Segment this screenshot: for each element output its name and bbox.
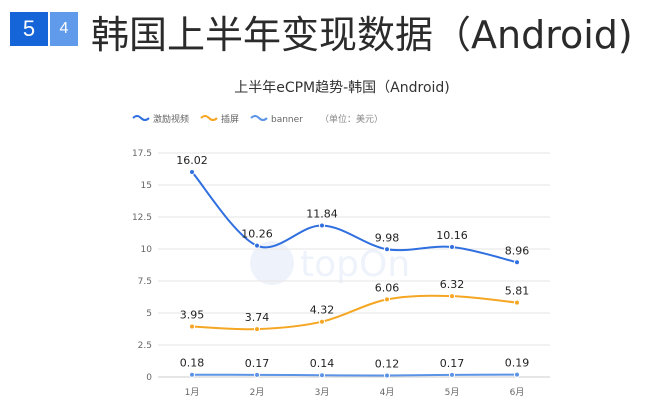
legend-label: banner [271,115,303,125]
series-line [191,373,518,377]
data-point [189,168,195,175]
data-label: 0.18 [180,357,205,370]
data-label: 0.19 [505,357,530,370]
legend-swatch [132,115,150,121]
y-tick-label: 15 [141,181,152,191]
series-group: 16.02 10.26 11.84 9.98 10.16 8.96 3.95 3.74 4.32… [176,154,530,379]
data-point [319,222,325,229]
data-label: 0.14 [310,357,335,370]
y-tick-label: 12.5 [132,213,152,223]
chart-title: 上半年eCPM趋势-韩国（Android) [234,80,450,96]
y-tick-label: 2.5 [138,341,152,351]
data-point [189,323,195,330]
data-label: 9.98 [375,231,400,244]
data-point [254,326,260,333]
x-tick-label: 1月 [185,387,200,398]
data-label: 4.32 [310,304,335,317]
watermark: topOn [250,241,410,285]
x-tick-label: 3月 [315,387,330,398]
section-number-badge: 5 [10,12,48,46]
data-label: 3.74 [245,311,270,324]
data-label: 11.84 [306,207,338,220]
data-label: 5.81 [505,285,530,298]
watermark-text: topOn [300,244,410,285]
data-point [514,371,520,378]
data-point [254,242,260,249]
legend-swatch [250,115,268,121]
data-label: 6.32 [440,278,465,291]
data-point [319,318,325,325]
subsection-number-badge: 4 [50,12,78,46]
x-tick-label: 2月 [250,387,265,398]
x-axis: 1月 2月 3月 4月 5月 6月 [185,387,525,398]
data-label: 3.95 [180,308,205,321]
y-tick-label: 5 [146,309,152,319]
data-point [319,372,325,379]
data-label: 8.96 [505,244,530,257]
legend-label: 插屏 [221,113,239,125]
data-label: 0.17 [440,357,465,370]
data-label: 0.12 [375,357,400,370]
data-point [189,371,195,378]
legend: 激励视频 插屏 banner （单位：美元） [132,113,383,125]
y-axis: 0 2.5 5 7.5 10 12.5 15 17.5 [132,149,152,383]
legend-label: 激励视频 [153,113,189,125]
y-tick-label: 10 [141,245,153,255]
data-point [254,371,260,378]
x-tick-label: 6月 [510,387,525,398]
data-point [384,246,390,253]
page-title: 韩国上半年变现数据（Android) [91,13,633,57]
gridlines [158,152,550,378]
y-tick-label: 17.5 [132,149,152,159]
y-tick-label: 7.5 [138,277,152,287]
data-point [449,293,455,300]
data-label: 10.26 [241,228,273,241]
data-label: 10.16 [436,229,468,242]
data-label: 16.02 [176,154,208,167]
data-point [449,243,455,250]
y-tick-label: 0 [146,373,152,383]
data-point [514,299,520,306]
unit-note: （单位：美元） [320,113,383,125]
data-label: 6.06 [375,281,400,294]
data-point [449,371,455,378]
series-line [191,294,518,331]
x-tick-label: 4月 [380,387,395,398]
watermark-logo-icon [250,241,294,285]
x-tick-label: 5月 [445,387,460,398]
data-label: 0.17 [245,357,270,370]
data-point [384,372,390,379]
legend-swatch [200,115,218,121]
data-point [514,259,520,266]
data-point [384,296,390,303]
